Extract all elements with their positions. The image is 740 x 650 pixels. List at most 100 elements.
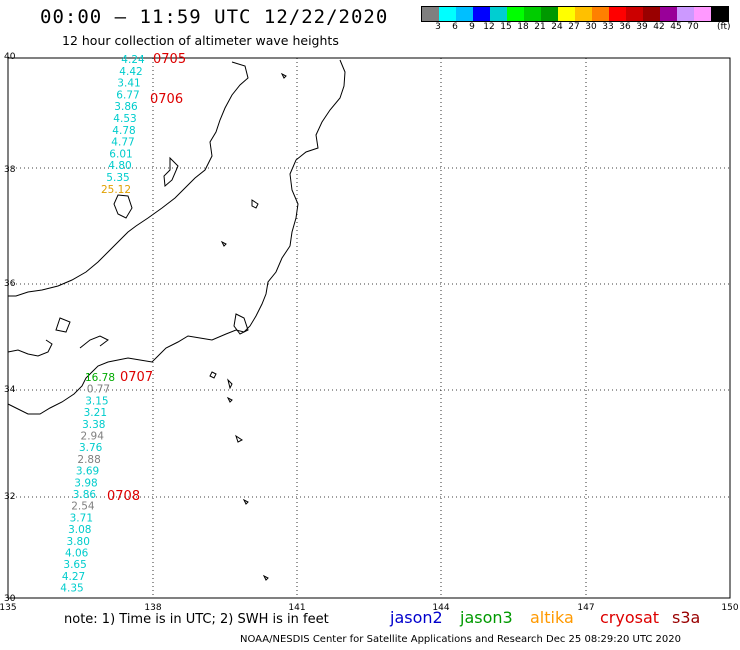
wave-height-value: 4.27 xyxy=(62,571,85,583)
wave-height-value: 3.15 xyxy=(85,395,108,407)
colorbar-swatch xyxy=(592,7,609,21)
latitude-labels: 40 38 36 34 32 30 xyxy=(4,52,16,604)
map-title: 00:00 – 11:59 UTC 12/22/2020 xyxy=(40,6,389,28)
wave-height-value: 0.77 xyxy=(87,384,110,396)
colorbar-swatch xyxy=(524,7,541,21)
longitude-label: 150 xyxy=(721,603,738,613)
colorbar-swatch xyxy=(643,7,660,21)
time-label: 0707 xyxy=(120,370,153,385)
colorbar-swatch xyxy=(609,7,626,21)
wave-height-value: 6.01 xyxy=(109,148,132,160)
longitude-label: 144 xyxy=(432,603,449,613)
wave-height-value: 3.71 xyxy=(70,512,93,524)
time-label: 0708 xyxy=(107,489,140,504)
colorbar-swatch xyxy=(711,7,728,21)
map-subtitle: 12 hour collection of altimeter wave hei… xyxy=(62,33,339,48)
wave-height-value: 3.76 xyxy=(79,442,103,454)
colorbar-swatch xyxy=(558,7,575,21)
latitude-label: 40 xyxy=(4,52,16,62)
colorbar-tick-label: 42 xyxy=(653,22,665,32)
wave-height-value: 2.54 xyxy=(71,501,95,513)
wave-height-value: 3.08 xyxy=(68,524,91,536)
wave-height-colorbar xyxy=(421,6,729,22)
wave-height-value: 4.80 xyxy=(108,160,131,172)
wave-height-value: 16.78 xyxy=(85,372,115,384)
longitude-labels: 135 138 141 144 147 150 xyxy=(0,603,739,613)
colorbar-tick-label: 3 xyxy=(435,22,441,32)
footer-note: note: 1) Time is in UTC; 2) SWH is in fe… xyxy=(64,612,329,627)
colorbar-swatch xyxy=(456,7,473,21)
footer-credit: NOAA/NESDIS Center for Satellite Applica… xyxy=(240,634,682,645)
wave-height-value: 2.94 xyxy=(81,431,105,443)
wave-height-value: 6.77 xyxy=(116,89,139,101)
wave-height-value: 4.42 xyxy=(119,66,142,78)
colorbar-swatch xyxy=(660,7,677,21)
colorbar-swatch xyxy=(677,7,694,21)
colorbar-tick-label: 24 xyxy=(551,22,563,32)
colorbar-tick-label: 21 xyxy=(534,22,546,32)
satellite-altika: altika xyxy=(530,608,574,627)
longitude-label: 138 xyxy=(144,603,161,613)
latitude-label: 30 xyxy=(4,594,16,604)
satellite-s3a: s3a xyxy=(672,608,701,627)
satellite-jason3: jason3 xyxy=(460,608,513,627)
colorbar-tick-label: 36 xyxy=(619,22,631,32)
satellite-jason2: jason2 xyxy=(390,608,443,627)
latitude-label: 36 xyxy=(4,279,16,289)
wave-height-value: 3.98 xyxy=(74,477,97,489)
wave-height-value: 4.24 xyxy=(121,54,145,66)
wave-height-value: 5.35 xyxy=(106,172,129,184)
colorbar-labels: (ft) 3 6 9 12 15 18 21 24 27 30 33 36 39 42 45 70 xyxy=(421,22,740,34)
wave-height-value: 2.88 xyxy=(77,454,100,466)
wave-height-value: 3.65 xyxy=(63,559,86,571)
wave-height-value: 4.78 xyxy=(112,125,135,137)
coastline-japan xyxy=(7,59,346,581)
map-frame xyxy=(7,57,731,599)
colorbar-swatch xyxy=(422,7,439,21)
wave-height-value: 3.86 xyxy=(114,101,138,113)
colorbar-swatch xyxy=(439,7,456,21)
colorbar-swatch xyxy=(507,7,524,21)
satellite-cryosat: cryosat xyxy=(600,608,660,627)
colorbar-tick-label: 15 xyxy=(500,22,512,32)
latitude-label: 34 xyxy=(4,385,16,395)
wave-height-value: 3.69 xyxy=(76,466,99,478)
colorbar-tick-label: 27 xyxy=(568,22,580,32)
colorbar-unit: (ft) xyxy=(717,22,731,32)
colorbar-tick-label: 6 xyxy=(452,22,458,32)
wave-height-value: 3.21 xyxy=(84,407,107,419)
time-label: 0705 xyxy=(153,52,186,67)
colorbar-swatch xyxy=(694,7,711,21)
colorbar-swatch xyxy=(541,7,558,21)
wave-height-value: 25.12 xyxy=(101,184,131,196)
lat-lon-grid xyxy=(8,58,730,598)
wave-height-value: 3.80 xyxy=(67,536,90,548)
altimeter-track-south: 16.780.773.153.213.382.943.762.883.693.9… xyxy=(60,370,153,595)
colorbar-tick-label: 39 xyxy=(636,22,648,32)
wave-height-value: 4.77 xyxy=(111,137,134,149)
wave-height-value: 4.53 xyxy=(113,113,136,125)
colorbar-swatch xyxy=(626,7,643,21)
colorbar-tick-label: 30 xyxy=(585,22,597,32)
colorbar-swatch xyxy=(575,7,592,21)
wave-height-value: 4.35 xyxy=(60,583,83,595)
colorbar-tick-label: 45 xyxy=(670,22,682,32)
colorbar-swatch xyxy=(490,7,507,21)
latitude-label: 32 xyxy=(4,492,15,502)
time-label: 0706 xyxy=(150,92,183,107)
colorbar-tick-label: 18 xyxy=(517,22,529,32)
longitude-label: 135 xyxy=(0,603,17,613)
colorbar-tick-label: 33 xyxy=(602,22,614,32)
wave-height-value: 3.38 xyxy=(82,419,105,431)
latitude-label: 38 xyxy=(4,165,16,175)
wave-height-value: 4.06 xyxy=(65,548,89,560)
wave-height-value: 3.41 xyxy=(117,78,140,90)
altimeter-track-north: 4.244.423.416.773.864.534.784.776.014.80… xyxy=(101,52,186,196)
colorbar-tick-label: 70 xyxy=(687,22,699,32)
colorbar-tick-label: 9 xyxy=(469,22,475,32)
longitude-label: 141 xyxy=(288,603,305,613)
wave-height-value: 3.86 xyxy=(73,489,97,501)
colorbar-swatch xyxy=(473,7,490,21)
colorbar-tick-label: 12 xyxy=(483,22,495,32)
